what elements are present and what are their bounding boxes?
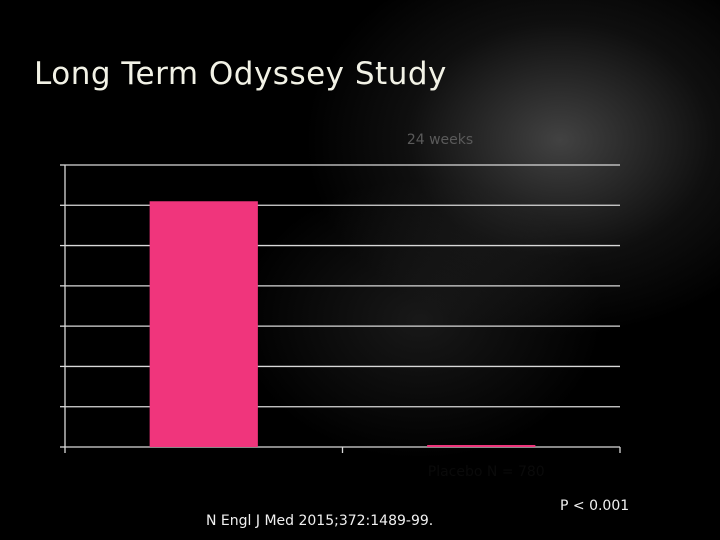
slide-title: Long Term Odyssey Study xyxy=(34,56,447,92)
x-tick-label: Placebo N = 780 xyxy=(428,464,545,480)
bar-1 xyxy=(427,444,536,447)
grid-layer xyxy=(60,164,621,453)
bar-layer xyxy=(149,201,536,447)
label-layer: Placebo N = 780 xyxy=(428,464,545,480)
bar-0 xyxy=(149,201,258,447)
citation: N Engl J Med 2015;372:1489-99. xyxy=(206,513,434,529)
p-value: P < 0.001 xyxy=(560,498,630,514)
chart-title: 24 weeks xyxy=(407,132,473,148)
